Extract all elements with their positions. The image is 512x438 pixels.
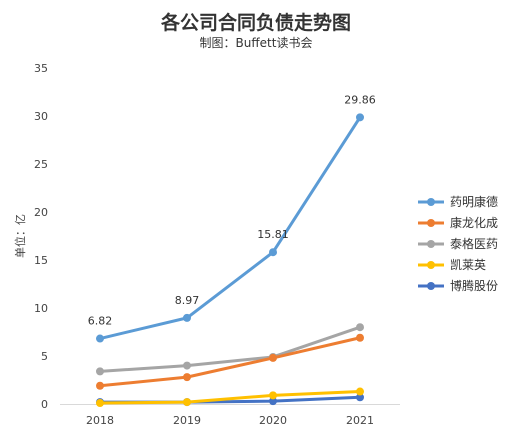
y-tick-label: 5 (41, 350, 48, 363)
data-point (96, 367, 104, 376)
data-point (269, 353, 277, 362)
series-line (98, 390, 362, 405)
data-point (183, 313, 191, 322)
data-point (96, 381, 104, 390)
y-tick-label: 30 (34, 110, 48, 123)
data-point (356, 333, 364, 342)
legend-entry: 康龙化成 (450, 215, 498, 230)
data-label: 29.86 (344, 93, 376, 106)
x-tick-label: 2021 (346, 414, 374, 427)
series-line (98, 115, 362, 341)
legend-entry: 凯莱英 (450, 258, 486, 272)
data-point (356, 323, 364, 332)
data-label: 6.82 (88, 315, 113, 328)
legend-swatch-marker (427, 198, 435, 206)
chart-title: 各公司合同负债走势图 (160, 12, 351, 34)
series-line (98, 325, 362, 373)
data-point (269, 397, 277, 406)
data-point (356, 393, 364, 402)
data-point (183, 361, 191, 370)
y-tick-label: 35 (34, 62, 48, 75)
data-label: 8.97 (175, 294, 200, 307)
data-point (269, 391, 277, 400)
x-tick-label: 2018 (86, 414, 114, 427)
y-axis-label: 单位：亿 (13, 214, 27, 258)
data-point (356, 387, 364, 396)
legend-swatch-marker (427, 240, 435, 248)
data-point (269, 248, 277, 257)
data-point (356, 113, 364, 122)
y-tick-label: 0 (41, 398, 48, 411)
data-point (183, 398, 191, 407)
legend-entry: 药明康德 (450, 194, 498, 209)
legend-entry: 博腾股份 (450, 278, 498, 293)
data-label: 15.81 (257, 228, 289, 241)
y-tick-label: 10 (34, 302, 48, 315)
data-point (183, 373, 191, 382)
legend-swatch-marker (427, 219, 435, 227)
data-point (96, 399, 104, 408)
legend-swatch-marker (427, 282, 435, 290)
x-tick-label: 2019 (173, 414, 201, 427)
data-point (96, 334, 104, 343)
legend-swatch-marker (427, 261, 435, 269)
legend-entry: 泰格医药 (450, 236, 498, 251)
x-tick-label: 2020 (259, 414, 287, 427)
y-tick-label: 25 (34, 158, 48, 171)
chart-subtitle: 制图：Buffett读书会 (199, 36, 313, 50)
series-line (98, 336, 362, 388)
y-tick-label: 15 (34, 254, 48, 267)
y-tick-label: 20 (34, 206, 48, 219)
